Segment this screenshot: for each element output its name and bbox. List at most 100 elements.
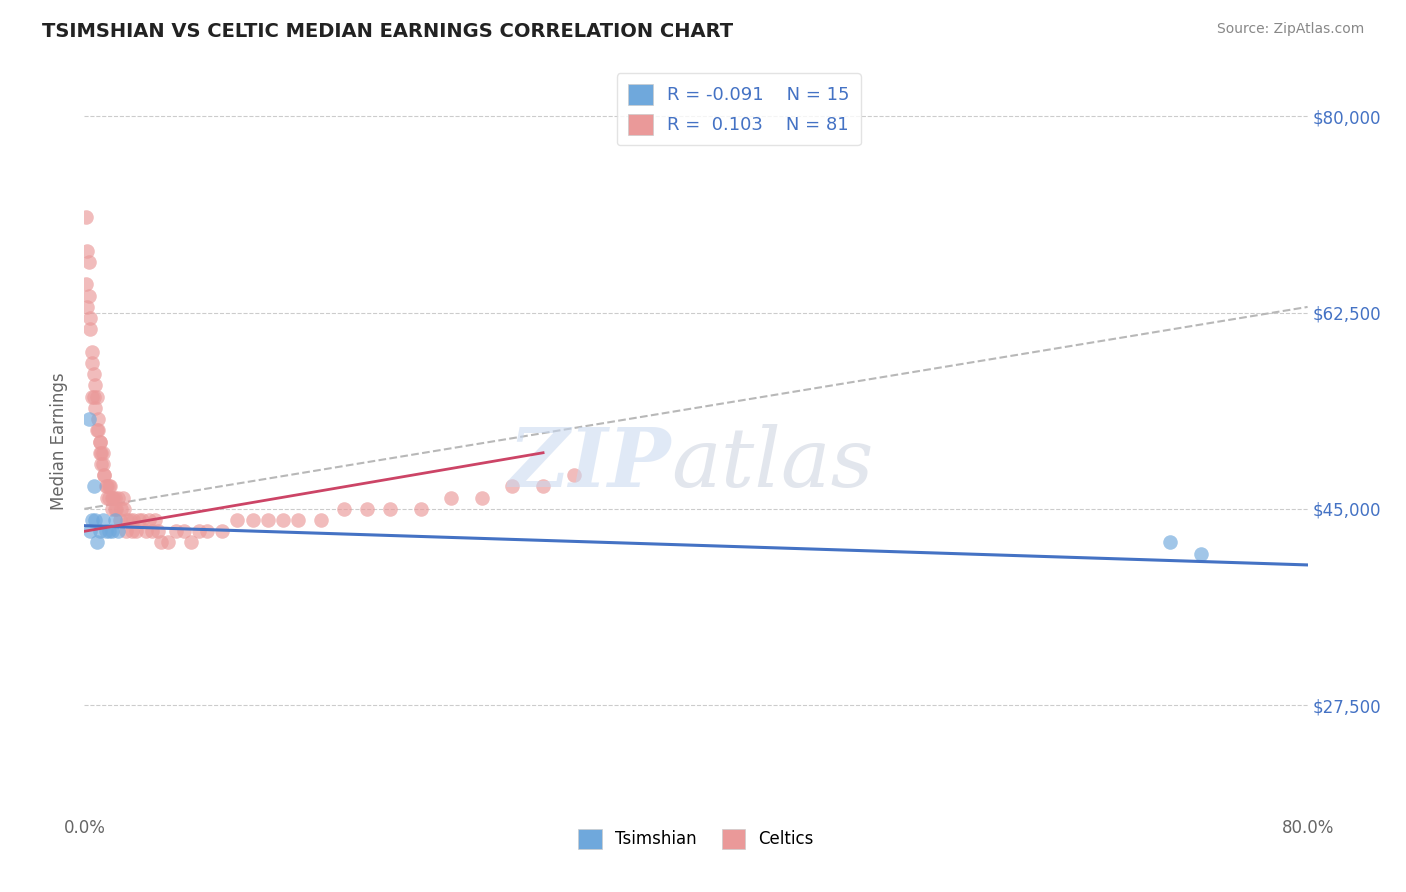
Point bbox=[76, 244, 98, 258]
Text: Source: ZipAtlas.com: Source: ZipAtlas.com bbox=[1216, 22, 1364, 37]
Point bbox=[84, 513, 107, 527]
Point bbox=[87, 423, 110, 437]
Point bbox=[125, 524, 148, 539]
Point bbox=[77, 412, 100, 426]
Point bbox=[104, 491, 127, 505]
Point bbox=[79, 524, 101, 539]
Point bbox=[77, 255, 100, 269]
Point bbox=[96, 491, 118, 505]
Point bbox=[83, 390, 105, 404]
Point bbox=[89, 524, 111, 539]
Point bbox=[97, 524, 120, 539]
Point bbox=[84, 378, 107, 392]
Point bbox=[502, 479, 524, 493]
Y-axis label: Median Earnings: Median Earnings bbox=[51, 373, 69, 510]
Point bbox=[86, 423, 108, 437]
Point bbox=[242, 513, 264, 527]
Point bbox=[146, 524, 169, 539]
Point bbox=[211, 524, 233, 539]
Point bbox=[380, 501, 402, 516]
Point bbox=[104, 513, 127, 527]
Point bbox=[75, 277, 97, 292]
Point bbox=[90, 457, 112, 471]
Point bbox=[180, 535, 202, 549]
Point bbox=[107, 491, 129, 505]
Point bbox=[409, 501, 432, 516]
Point bbox=[84, 401, 107, 415]
Point bbox=[471, 491, 494, 505]
Point bbox=[93, 468, 115, 483]
Point bbox=[104, 501, 127, 516]
Point bbox=[131, 513, 153, 527]
Point bbox=[75, 210, 97, 224]
Point bbox=[91, 513, 114, 527]
Point bbox=[149, 535, 172, 549]
Point bbox=[440, 491, 463, 505]
Point bbox=[83, 479, 105, 493]
Legend: Tsimshian, Celtics: Tsimshian, Celtics bbox=[572, 822, 820, 855]
Point bbox=[333, 501, 356, 516]
Point bbox=[80, 513, 103, 527]
Point bbox=[91, 457, 114, 471]
Point bbox=[271, 513, 294, 527]
Point bbox=[356, 501, 378, 516]
Point bbox=[97, 479, 120, 493]
Point bbox=[115, 513, 138, 527]
Point bbox=[94, 479, 117, 493]
Point bbox=[87, 412, 110, 426]
Point bbox=[93, 468, 115, 483]
Point bbox=[101, 524, 124, 539]
Point bbox=[226, 513, 249, 527]
Point bbox=[94, 524, 117, 539]
Point bbox=[143, 513, 166, 527]
Point bbox=[76, 300, 98, 314]
Point bbox=[165, 524, 187, 539]
Point bbox=[110, 501, 132, 516]
Point bbox=[80, 390, 103, 404]
Point bbox=[157, 535, 180, 549]
Point bbox=[122, 513, 145, 527]
Text: ZIP: ZIP bbox=[509, 424, 672, 504]
Point bbox=[108, 513, 131, 527]
Point bbox=[195, 524, 218, 539]
Point bbox=[96, 479, 118, 493]
Point bbox=[111, 491, 134, 505]
Point bbox=[173, 524, 195, 539]
Point bbox=[97, 491, 120, 505]
Point bbox=[112, 501, 135, 516]
Point bbox=[91, 446, 114, 460]
Point bbox=[86, 390, 108, 404]
Point bbox=[128, 513, 150, 527]
Point bbox=[79, 311, 101, 326]
Text: atlas: atlas bbox=[672, 424, 875, 504]
Point bbox=[103, 491, 125, 505]
Point bbox=[80, 356, 103, 370]
Point bbox=[101, 501, 124, 516]
Point bbox=[562, 468, 585, 483]
Point bbox=[311, 513, 333, 527]
Point bbox=[114, 524, 136, 539]
Point bbox=[135, 524, 157, 539]
Point bbox=[89, 434, 111, 449]
Point bbox=[141, 524, 163, 539]
Point bbox=[120, 513, 142, 527]
Point bbox=[90, 446, 112, 460]
Point bbox=[77, 289, 100, 303]
Point bbox=[80, 344, 103, 359]
Point bbox=[138, 513, 160, 527]
Point bbox=[83, 368, 105, 382]
Text: TSIMSHIAN VS CELTIC MEDIAN EARNINGS CORRELATION CHART: TSIMSHIAN VS CELTIC MEDIAN EARNINGS CORR… bbox=[42, 22, 734, 41]
Point bbox=[1189, 547, 1212, 561]
Point bbox=[121, 524, 143, 539]
Point bbox=[1159, 535, 1181, 549]
Point bbox=[86, 535, 108, 549]
Point bbox=[257, 513, 280, 527]
Point bbox=[101, 491, 124, 505]
Point bbox=[287, 513, 309, 527]
Point bbox=[98, 479, 121, 493]
Point bbox=[89, 446, 111, 460]
Point bbox=[79, 322, 101, 336]
Point bbox=[105, 501, 128, 516]
Point bbox=[188, 524, 211, 539]
Point bbox=[89, 434, 111, 449]
